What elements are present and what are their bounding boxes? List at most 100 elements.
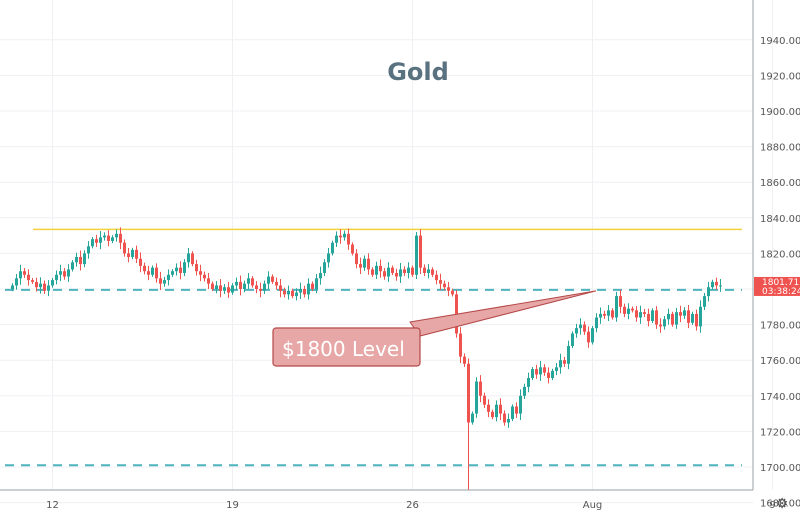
candle-body: [551, 370, 554, 378]
candle-body: [639, 312, 642, 318]
candle-body: [43, 283, 46, 291]
candle-body: [391, 267, 394, 273]
candle-body: [695, 313, 698, 327]
candle-body: [143, 265, 146, 272]
candle-body: [627, 308, 630, 314]
annotation-pointer: [409, 290, 597, 337]
candle-body: [239, 281, 242, 289]
candle-body: [211, 283, 214, 289]
candle-body: [523, 386, 526, 396]
candle-body: [63, 271, 66, 277]
candle-body: [547, 372, 550, 378]
candle-body: [531, 369, 534, 378]
candle-body: [223, 287, 226, 291]
candle-body: [127, 253, 130, 257]
candle-body: [351, 244, 354, 254]
candle-body: [55, 274, 58, 281]
candle-body: [407, 267, 410, 273]
candle-body: [579, 324, 582, 329]
candle-body: [511, 406, 514, 419]
candle-body: [651, 310, 654, 322]
candle-body: [591, 328, 594, 343]
y-tick-label: 1880.00: [760, 143, 800, 154]
candle-body: [151, 267, 154, 275]
candle-body: [667, 313, 670, 320]
candle-body: [495, 404, 498, 418]
candle-body: [435, 274, 438, 281]
candle-body: [135, 249, 138, 259]
candle-body: [235, 281, 238, 286]
candle-body: [175, 267, 178, 272]
candle-body: [563, 360, 566, 364]
candle-body: [263, 283, 266, 291]
candle-body: [191, 253, 194, 265]
y-tick-label: 1720.00: [760, 427, 800, 438]
y-tick-label: 1840.00: [760, 214, 800, 225]
y-tick-label: 1740.00: [760, 392, 800, 403]
candle-body: [99, 237, 102, 243]
candle-body: [39, 283, 42, 288]
candle-body: [575, 328, 578, 334]
candle-body: [183, 262, 186, 273]
candle-body: [687, 310, 690, 323]
candle-body: [59, 271, 62, 275]
candle-body: [27, 274, 30, 281]
candle-body: [419, 235, 422, 268]
candle-body: [615, 296, 618, 318]
candle-body: [275, 281, 278, 286]
candle-body: [359, 264, 362, 268]
candle-body: [315, 278, 318, 289]
candle-body: [499, 404, 502, 414]
candle-body: [139, 258, 142, 266]
candle-body: [459, 333, 462, 357]
settings-gear-icon[interactable]: ⚙: [776, 496, 789, 512]
candle-body: [331, 242, 334, 254]
candle-body: [603, 313, 606, 316]
candle-body: [147, 271, 150, 275]
candle-body: [487, 404, 490, 412]
candle-body: [567, 345, 570, 364]
y-tick-label: 1860.00: [760, 178, 800, 189]
candle-body: [23, 271, 26, 275]
candle-body: [91, 239, 94, 247]
candle-body: [107, 235, 110, 241]
candle-body: [463, 356, 466, 364]
candle-body: [163, 280, 166, 284]
candle-body: [607, 310, 610, 316]
candle-body: [479, 381, 482, 396]
candle-body: [699, 306, 702, 327]
candle-body: [339, 235, 342, 238]
candle-body: [395, 272, 398, 277]
candle-body: [683, 310, 686, 316]
candle-body: [363, 258, 366, 268]
candle-body: [179, 267, 182, 273]
candle-body: [307, 283, 310, 295]
candle-body: [483, 395, 486, 405]
candle-body: [15, 278, 18, 286]
candle-body: [207, 278, 210, 284]
candle-body: [507, 418, 510, 423]
y-tick-label: 1940.00: [760, 36, 800, 47]
candle-body: [571, 333, 574, 346]
candle-body: [587, 331, 590, 343]
candle-body: [431, 269, 434, 275]
candle-body: [303, 289, 306, 295]
candle-body: [715, 281, 718, 286]
candle-body: [287, 290, 290, 295]
candle-body: [271, 276, 274, 282]
candle-body: [467, 363, 470, 423]
candle-body: [35, 281, 38, 288]
candle-body: [47, 285, 50, 291]
countdown-value: 03:38:24: [762, 287, 800, 297]
candle-body: [451, 290, 454, 295]
candle-body: [319, 272, 322, 279]
candle-body: [439, 280, 442, 284]
candle-body: [619, 296, 622, 307]
candle-body: [83, 253, 86, 265]
x-tick-label: Aug: [583, 500, 603, 511]
candle-body: [399, 269, 402, 277]
candle-body: [19, 271, 22, 279]
candle-body: [295, 292, 298, 297]
